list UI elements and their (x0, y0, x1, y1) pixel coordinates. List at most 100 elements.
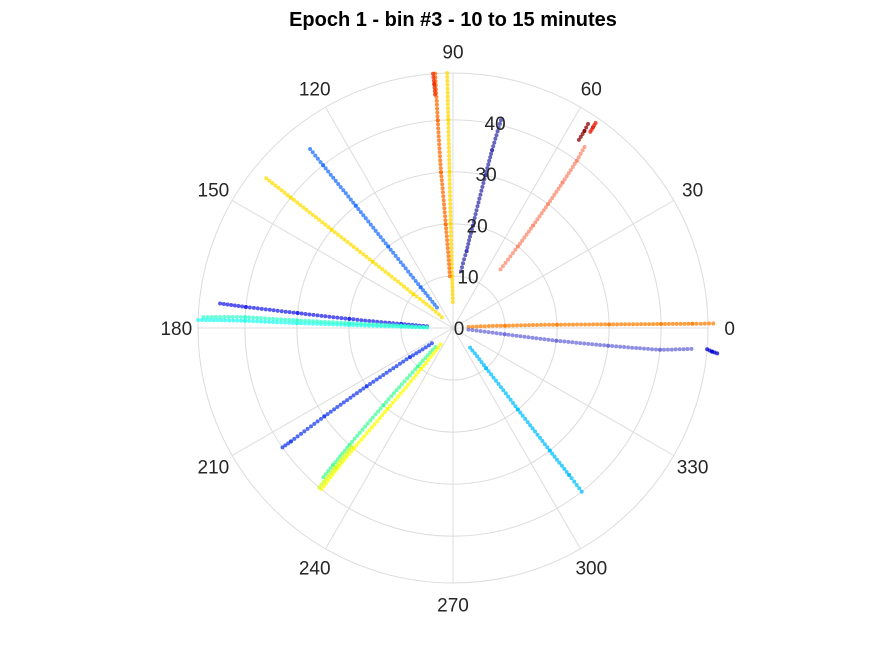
data-point (487, 158, 492, 163)
data-point (215, 318, 220, 323)
data-point (488, 155, 493, 160)
data-point (448, 197, 453, 202)
data-point (432, 302, 437, 307)
data-point (267, 319, 271, 324)
data-point (360, 427, 365, 432)
data-point (430, 307, 435, 312)
data-point (501, 264, 505, 269)
data-point (331, 175, 336, 180)
data-point (394, 388, 399, 393)
r-tick-label: 10 (457, 268, 478, 289)
data-point (354, 391, 359, 396)
data-point (406, 324, 411, 329)
data-point (682, 321, 687, 326)
data-point (332, 230, 337, 235)
data-point (642, 346, 646, 351)
data-point (570, 164, 575, 169)
data-point (394, 364, 399, 369)
data-point (579, 489, 584, 494)
data-point (479, 188, 484, 193)
data-point (519, 323, 523, 328)
data-point (236, 304, 241, 308)
data-point (211, 318, 216, 323)
data-point (370, 425, 374, 430)
data-point (443, 218, 448, 223)
data-point (213, 315, 218, 319)
data-point (428, 296, 432, 301)
data-point (448, 225, 453, 230)
series (308, 147, 439, 310)
data-point (218, 315, 223, 319)
data-point (445, 78, 450, 83)
data-point (348, 242, 353, 247)
data-point (520, 238, 525, 243)
data-point (558, 339, 563, 344)
data-point (351, 244, 356, 249)
data-point (227, 318, 232, 323)
grid-spoke (325, 106, 454, 329)
data-point (646, 346, 650, 351)
data-point (364, 384, 369, 389)
data-point (436, 345, 441, 350)
data-point (336, 232, 340, 237)
data-point (494, 323, 499, 328)
data-point (489, 372, 494, 377)
data-point (674, 321, 679, 326)
data-point (587, 322, 592, 327)
data-point (348, 395, 353, 400)
data-point (557, 460, 562, 465)
data-point (386, 272, 391, 277)
data-point (575, 322, 579, 327)
data-point (423, 356, 428, 360)
data-point (303, 318, 308, 323)
data-point (341, 400, 346, 405)
data-point (550, 451, 555, 456)
data-point (441, 198, 446, 203)
data-point (418, 361, 423, 366)
data-point (489, 151, 494, 156)
series (201, 315, 429, 330)
data-point (490, 148, 495, 153)
data-point (383, 269, 388, 274)
data-point (538, 336, 543, 341)
data-point (355, 433, 360, 438)
data-point (472, 216, 477, 220)
data-point (376, 232, 381, 236)
data-point (437, 138, 441, 143)
data-point (568, 168, 573, 173)
data-point (275, 308, 280, 313)
data-point (386, 397, 391, 402)
data-point (408, 379, 413, 384)
data-point (321, 479, 326, 484)
data-point (502, 332, 507, 337)
data-point (343, 320, 347, 325)
data-point (503, 323, 507, 328)
data-point (619, 322, 624, 327)
data-point (385, 406, 390, 411)
data-point (548, 199, 553, 204)
data-point (398, 260, 403, 265)
data-point (464, 249, 469, 254)
data-point (373, 228, 378, 233)
data-point (373, 262, 378, 267)
data-point (690, 321, 695, 326)
data-point (263, 319, 267, 324)
data-point (438, 166, 443, 171)
data-point (554, 189, 559, 194)
data-point (378, 235, 383, 240)
data-point (436, 312, 441, 317)
data-point (350, 439, 355, 444)
data-point (531, 323, 535, 327)
data-point (380, 267, 385, 272)
data-point (349, 444, 354, 449)
data-point (539, 211, 544, 216)
data-point (387, 323, 391, 328)
grid-spoke (452, 106, 581, 329)
data-point (447, 173, 452, 178)
data-point (449, 242, 454, 246)
data-point (291, 198, 296, 202)
series (459, 118, 503, 274)
data-point (251, 305, 256, 310)
data-point (326, 169, 331, 174)
data-point (494, 133, 499, 138)
